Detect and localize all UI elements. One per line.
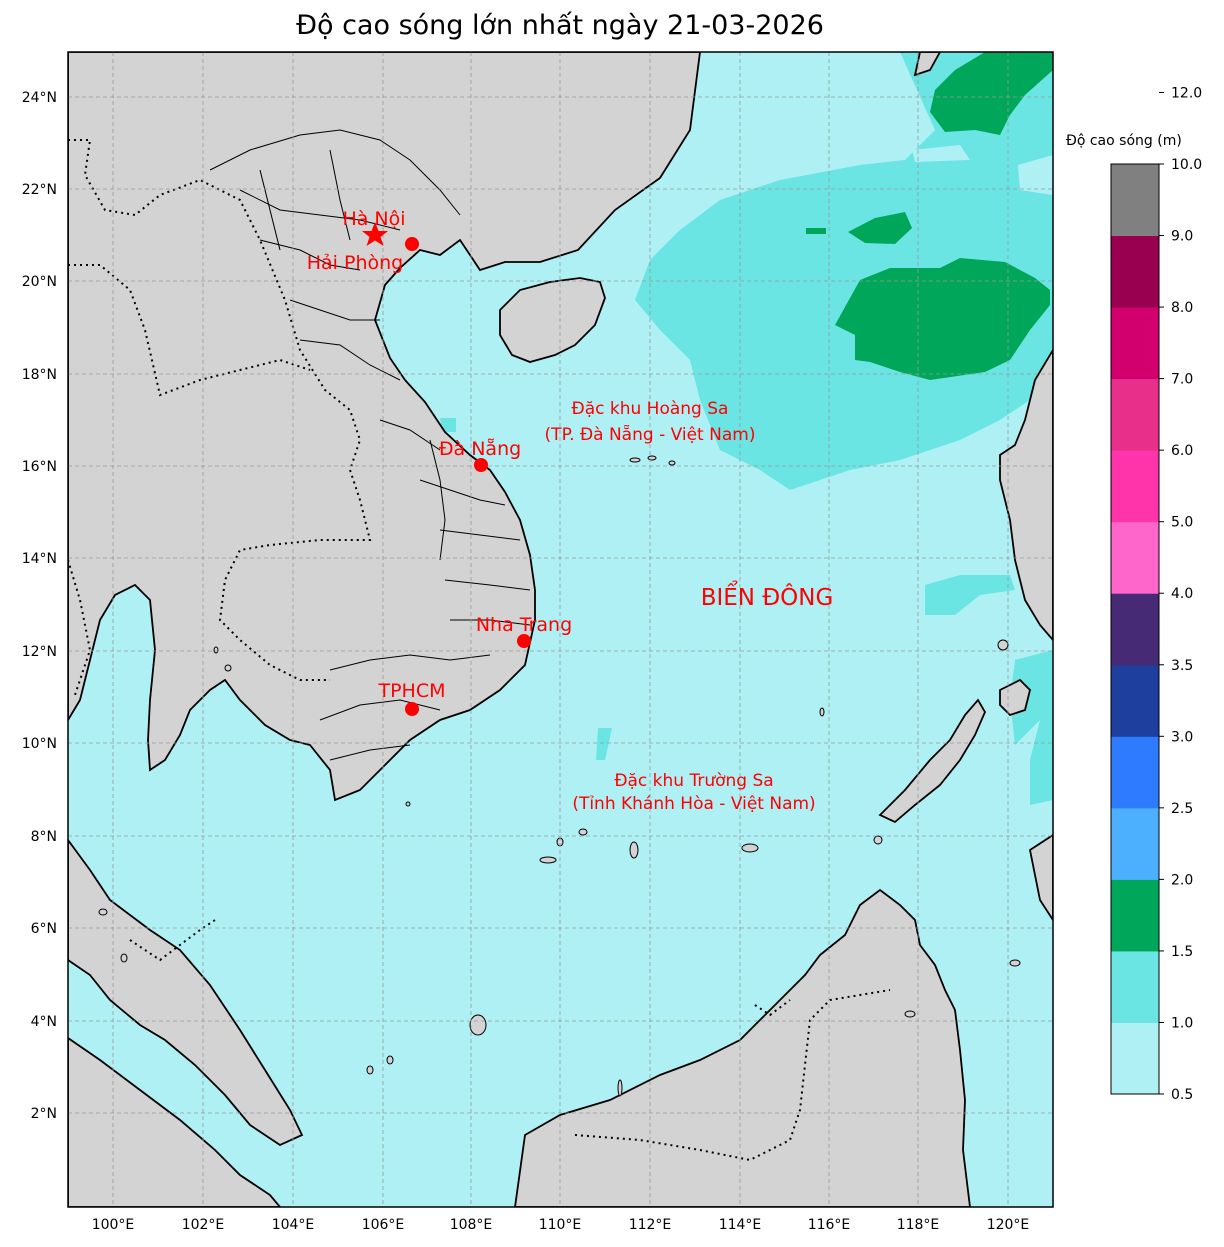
- colorbar-tick-label: 2.0: [1171, 872, 1193, 888]
- colorbar-segment: [1111, 235, 1159, 308]
- colorbar-tick-label: 3.0: [1171, 729, 1193, 745]
- lat-tick-label: 8°N: [31, 829, 57, 845]
- colorbar-tick-label: 7.0: [1171, 372, 1193, 388]
- colorbar-tick-label: 12.0: [1171, 85, 1202, 101]
- lat-tick-label: 2°N: [31, 1106, 57, 1122]
- colorbar-segment: [1111, 521, 1159, 594]
- colorbar-tick-label: 0.5: [1171, 1087, 1193, 1103]
- haiphong-label: Hải Phòng: [307, 252, 403, 274]
- wave-zone-0-5-patch: [1018, 155, 1053, 195]
- hanoi-label: Hà Nội: [342, 208, 405, 230]
- haiphong-marker: [405, 237, 419, 251]
- lon-tick-label: 118°E: [897, 1217, 940, 1233]
- lon-tick-label: 110°E: [539, 1217, 582, 1233]
- lon-tick-labels: 100°E 102°E 104°E 106°E 108°E 110°E 112°…: [92, 1217, 1030, 1233]
- colorbar-tick-label: 9.0: [1171, 229, 1193, 245]
- lon-tick-label: 108°E: [450, 1217, 493, 1233]
- lat-tick-labels: 24°N 22°N 20°N 18°N 16°N 14°N 12°N 10°N …: [22, 90, 57, 1122]
- truongsa-label-line2: (Tỉnh Khánh Hòa - Việt Nam): [572, 794, 815, 814]
- colorbar-segment: [1111, 664, 1159, 737]
- land-taiwan-strait: [913, 52, 942, 77]
- wave-zone-1-5-large: [835, 258, 1050, 380]
- land-mainland: [68, 52, 701, 802]
- lat-tick-label: 12°N: [22, 644, 57, 660]
- lon-tick-label: 120°E: [987, 1217, 1030, 1233]
- land-mindanao: [1028, 833, 1053, 922]
- lon-tick-label: 114°E: [719, 1217, 762, 1233]
- lon-tick-label: 104°E: [272, 1217, 315, 1233]
- lat-tick-label: 16°N: [22, 459, 57, 475]
- colorbar-segment: [1111, 807, 1159, 880]
- colorbar-segment: [1111, 950, 1159, 1023]
- lon-tick-label: 112°E: [629, 1217, 672, 1233]
- wave-zone-1-5-small: [848, 212, 912, 244]
- colorbar-tick-label: 2.5: [1171, 801, 1193, 817]
- colorbar: 0.5 1.0 1.5 2.0 2.5 3.0 3.5 4.0 5.0 6.0 7.0 8.0 9.0 1…: [1110, 85, 1202, 1103]
- wave-zone-1-0-spot: [440, 418, 456, 432]
- land-malay-peninsula: [68, 838, 304, 1147]
- wave-zone-1-5-north: [930, 52, 1053, 135]
- wave-zone-1-0-north: [635, 52, 1053, 490]
- truongsa-label-line1: Đặc khu Trường Sa: [614, 771, 773, 791]
- lat-tick-label: 10°N: [22, 736, 57, 752]
- nhatrang-marker: [517, 634, 531, 648]
- lat-tick-label: 18°N: [22, 367, 57, 383]
- colorbar-tick-label: 1.5: [1171, 944, 1193, 960]
- colorbar-segment: [1111, 736, 1159, 809]
- lon-tick-label: 102°E: [182, 1217, 225, 1233]
- colorbar-tick-label: 5.0: [1171, 515, 1193, 531]
- colorbar-tick-label: 6.0: [1171, 443, 1193, 459]
- map-title: Độ cao sóng lớn nhất ngày 21-03-2026: [296, 10, 824, 41]
- lat-tick-label: 6°N: [31, 921, 57, 937]
- wave-zone-1-5-speck: [806, 228, 826, 234]
- lat-tick-label: 24°N: [22, 90, 57, 106]
- lat-tick-label: 14°N: [22, 551, 57, 567]
- colorbar-segment: [1111, 879, 1159, 952]
- wave-zone-1-0-central: [925, 575, 1015, 615]
- colorbar-segment: [1111, 307, 1159, 380]
- colorbar-tick-label: 4.0: [1171, 586, 1193, 602]
- colorbar-tick-label: 1.0: [1171, 1015, 1193, 1031]
- land-borneo: [514, 888, 971, 1207]
- hanoi-star-marker: [362, 222, 388, 246]
- map-frame: [67, 51, 1054, 1208]
- colorbar-tick-label: 10.0: [1171, 157, 1202, 173]
- lon-tick-label: 106°E: [362, 1217, 405, 1233]
- danang-label: Đà Nẵng: [439, 437, 521, 460]
- colorbar-tick-label: 8.0: [1171, 300, 1193, 316]
- wave-zone-0-5-patch: [912, 145, 970, 162]
- hoangsa-label-line1: Đặc khu Hoàng Sa: [572, 399, 729, 419]
- lat-tick-label: 20°N: [22, 274, 57, 290]
- lat-tick-label: 4°N: [31, 1014, 57, 1030]
- small-islands: [98, 455, 1021, 1097]
- land-sumatra: [68, 1036, 282, 1207]
- colorbar-segment: [1111, 1022, 1159, 1095]
- lat-tick-label: 22°N: [22, 182, 57, 198]
- nhatrang-label: Nha Trang: [476, 614, 572, 636]
- land-hainan: [499, 277, 606, 363]
- colorbar-title: Độ cao sóng (m): [1066, 133, 1182, 149]
- colorbar-segment: [1111, 378, 1159, 451]
- colorbar-tick-label: 3.5: [1171, 658, 1193, 674]
- wave-zone-1-0-spot: [596, 728, 612, 760]
- land-mindoro: [999, 678, 1031, 717]
- land-palawan: [878, 698, 987, 824]
- national-borders: [68, 139, 891, 1162]
- colorbar-segment: [1111, 450, 1159, 523]
- lon-tick-label: 116°E: [808, 1217, 851, 1233]
- colorbar-segment: [1111, 164, 1159, 237]
- tphcm-label: TPHCM: [377, 680, 445, 702]
- colorbar-segment: [1111, 593, 1159, 666]
- colorbar-frame: [1110, 163, 1160, 1095]
- danang-marker: [474, 458, 488, 472]
- hoangsa-label-line2: (TP. Đà Nẵng - Việt Nam): [545, 424, 756, 445]
- province-borders: [209, 129, 531, 761]
- tphcm-marker: [405, 702, 419, 716]
- sea-label: BIỂN ĐÔNG: [701, 581, 834, 611]
- land-luzon: [999, 348, 1053, 642]
- lon-tick-label: 100°E: [92, 1217, 135, 1233]
